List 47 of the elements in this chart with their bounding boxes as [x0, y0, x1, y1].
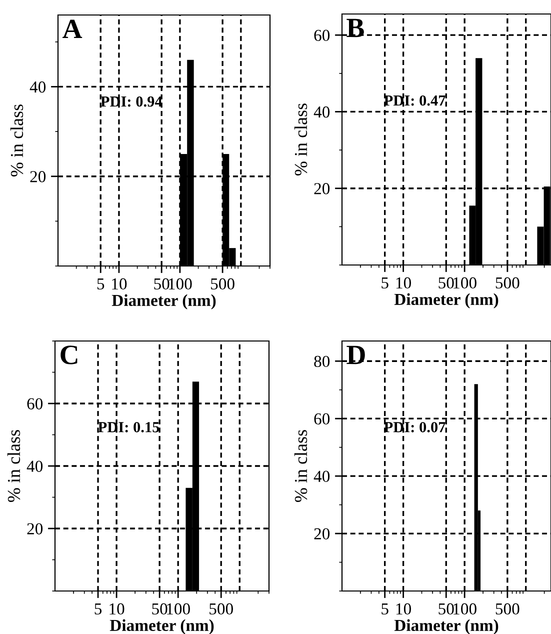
- y-tick-label: 40: [30, 81, 46, 93]
- annotation: PDI: 0.94: [100, 96, 162, 107]
- y-axis-title: % in class: [294, 104, 308, 176]
- x-tick-label: 10: [396, 277, 411, 289]
- y-axis-title: % in class: [7, 430, 20, 502]
- x-axis-title: Diameter (nm): [394, 293, 498, 308]
- chart-title: B: [346, 18, 364, 38]
- x-tick-label: 50: [438, 603, 454, 615]
- y-tick-label: 80: [314, 356, 330, 368]
- y-tick-label: 20: [30, 171, 46, 182]
- y-tick-label: 60: [314, 413, 330, 425]
- y-tick-label: 60: [314, 30, 330, 42]
- y-tick-label: 20: [314, 183, 330, 194]
- annotation: PDI: 0.47: [384, 95, 446, 106]
- x-tick-label: 500: [496, 603, 520, 615]
- annotation: PDI: 0.07: [384, 422, 446, 432]
- x-tick-label: 5: [94, 603, 102, 615]
- x-tick-label: 50: [438, 277, 454, 289]
- x-tick-label: 50: [154, 278, 170, 290]
- x-tick-label: 50: [152, 603, 168, 615]
- y-tick-label: 40: [26, 460, 43, 472]
- x-tick-label: 10: [396, 603, 411, 615]
- x-axis-title: Diameter (nm): [110, 619, 214, 634]
- x-tick-label: 5: [382, 603, 388, 615]
- x-tick-label: 500: [211, 278, 234, 290]
- x-tick-label: 100: [454, 277, 476, 289]
- x-axis-title: Diameter (nm): [394, 619, 498, 634]
- y-tick-label: 60: [27, 398, 43, 410]
- chart-title: C: [60, 346, 78, 364]
- y-axis-title: % in class: [10, 104, 24, 176]
- chart-title: A: [62, 20, 82, 38]
- x-tick-label: 5: [382, 277, 388, 289]
- x-tick-label: 500: [496, 277, 520, 289]
- x-tick-label: 10: [110, 603, 124, 615]
- y-tick-label: 20: [314, 528, 330, 540]
- y-tick-label: 20: [27, 523, 43, 534]
- annotation: PDI: 0.15: [98, 422, 160, 432]
- x-tick-label: 10: [112, 278, 127, 290]
- x-tick-label: 100: [168, 278, 192, 290]
- y-tick-label: 40: [314, 470, 330, 482]
- x-tick-label: 5: [97, 278, 104, 290]
- x-tick-label: 100: [167, 603, 190, 615]
- y-tick-label: 40: [314, 106, 330, 118]
- x-tick-label: 100: [454, 603, 476, 615]
- x-tick-label: 500: [210, 603, 233, 615]
- y-axis-title: % in class: [294, 430, 308, 502]
- x-axis-title: Diameter (nm): [112, 294, 216, 310]
